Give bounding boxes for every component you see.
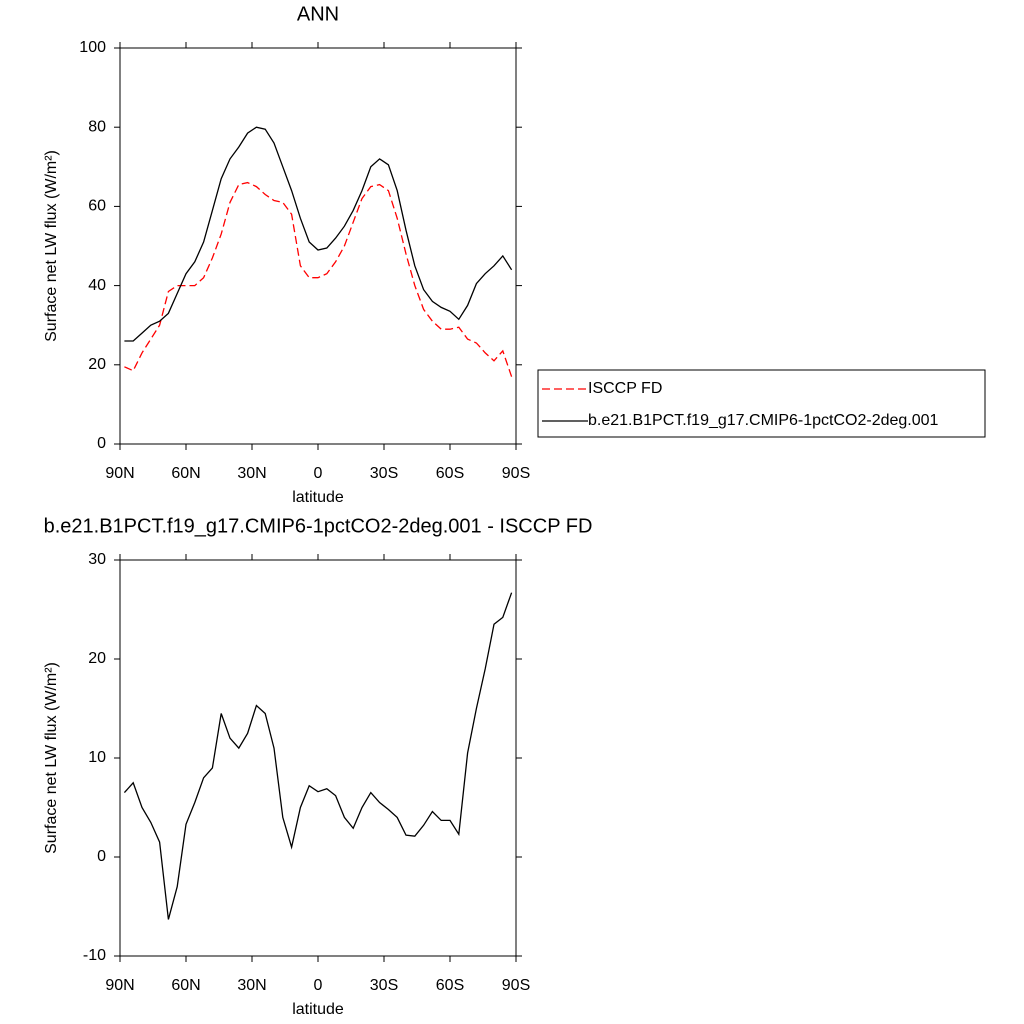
x-tick-label: 60N	[171, 465, 200, 482]
x-tick-label: 90N	[105, 977, 134, 994]
line-series	[124, 126, 513, 342]
y-tick-label: 20	[88, 356, 106, 373]
plot-frame	[119, 47, 517, 445]
x-tick-label: 30S	[370, 465, 398, 482]
x-tick-label: 90S	[502, 465, 530, 482]
y-axis-label: Surface net LW flux (W/m²)	[43, 662, 60, 854]
x-axis-label: latitude	[292, 489, 344, 506]
legend-label: b.e21.B1PCT.f19_g17.CMIP6-1pctCO2-2deg.0…	[588, 412, 939, 429]
legend-box	[537, 369, 986, 438]
x-tick-label: 30N	[237, 977, 266, 994]
line-series	[123, 592, 513, 920]
x-tick-label: 90S	[502, 977, 530, 994]
y-tick-label: 80	[88, 118, 106, 135]
y-tick-label: 20	[88, 650, 106, 667]
x-tick-label: 60S	[436, 977, 464, 994]
y-tick-label: 10	[88, 749, 106, 766]
x-tick-label: 90N	[105, 465, 134, 482]
y-tick-label: 60	[88, 198, 106, 215]
y-tick-label: -10	[83, 947, 106, 964]
y-axis-label: Surface net LW flux (W/m²)	[43, 150, 60, 342]
line-series	[124, 181, 513, 377]
x-tick-label: 30S	[370, 977, 398, 994]
x-tick-label: 60N	[171, 977, 200, 994]
legend-label: ISCCP FD	[588, 380, 662, 397]
y-tick-label: 0	[97, 435, 106, 452]
y-tick-label: 0	[97, 848, 106, 865]
x-tick-label: 0	[314, 977, 323, 994]
x-tick-label: 0	[314, 465, 323, 482]
chart-title: ANN	[297, 3, 339, 25]
y-tick-label: 100	[79, 39, 106, 56]
y-tick-label: 40	[88, 277, 106, 294]
plot-frame	[119, 559, 517, 957]
chart-title: b.e21.B1PCT.f19_g17.CMIP6-1pctCO2-2deg.0…	[44, 515, 593, 537]
x-tick-label: 30N	[237, 465, 266, 482]
x-tick-label: 60S	[436, 465, 464, 482]
y-tick-label: 30	[88, 551, 106, 568]
x-axis-label: latitude	[292, 1001, 344, 1018]
